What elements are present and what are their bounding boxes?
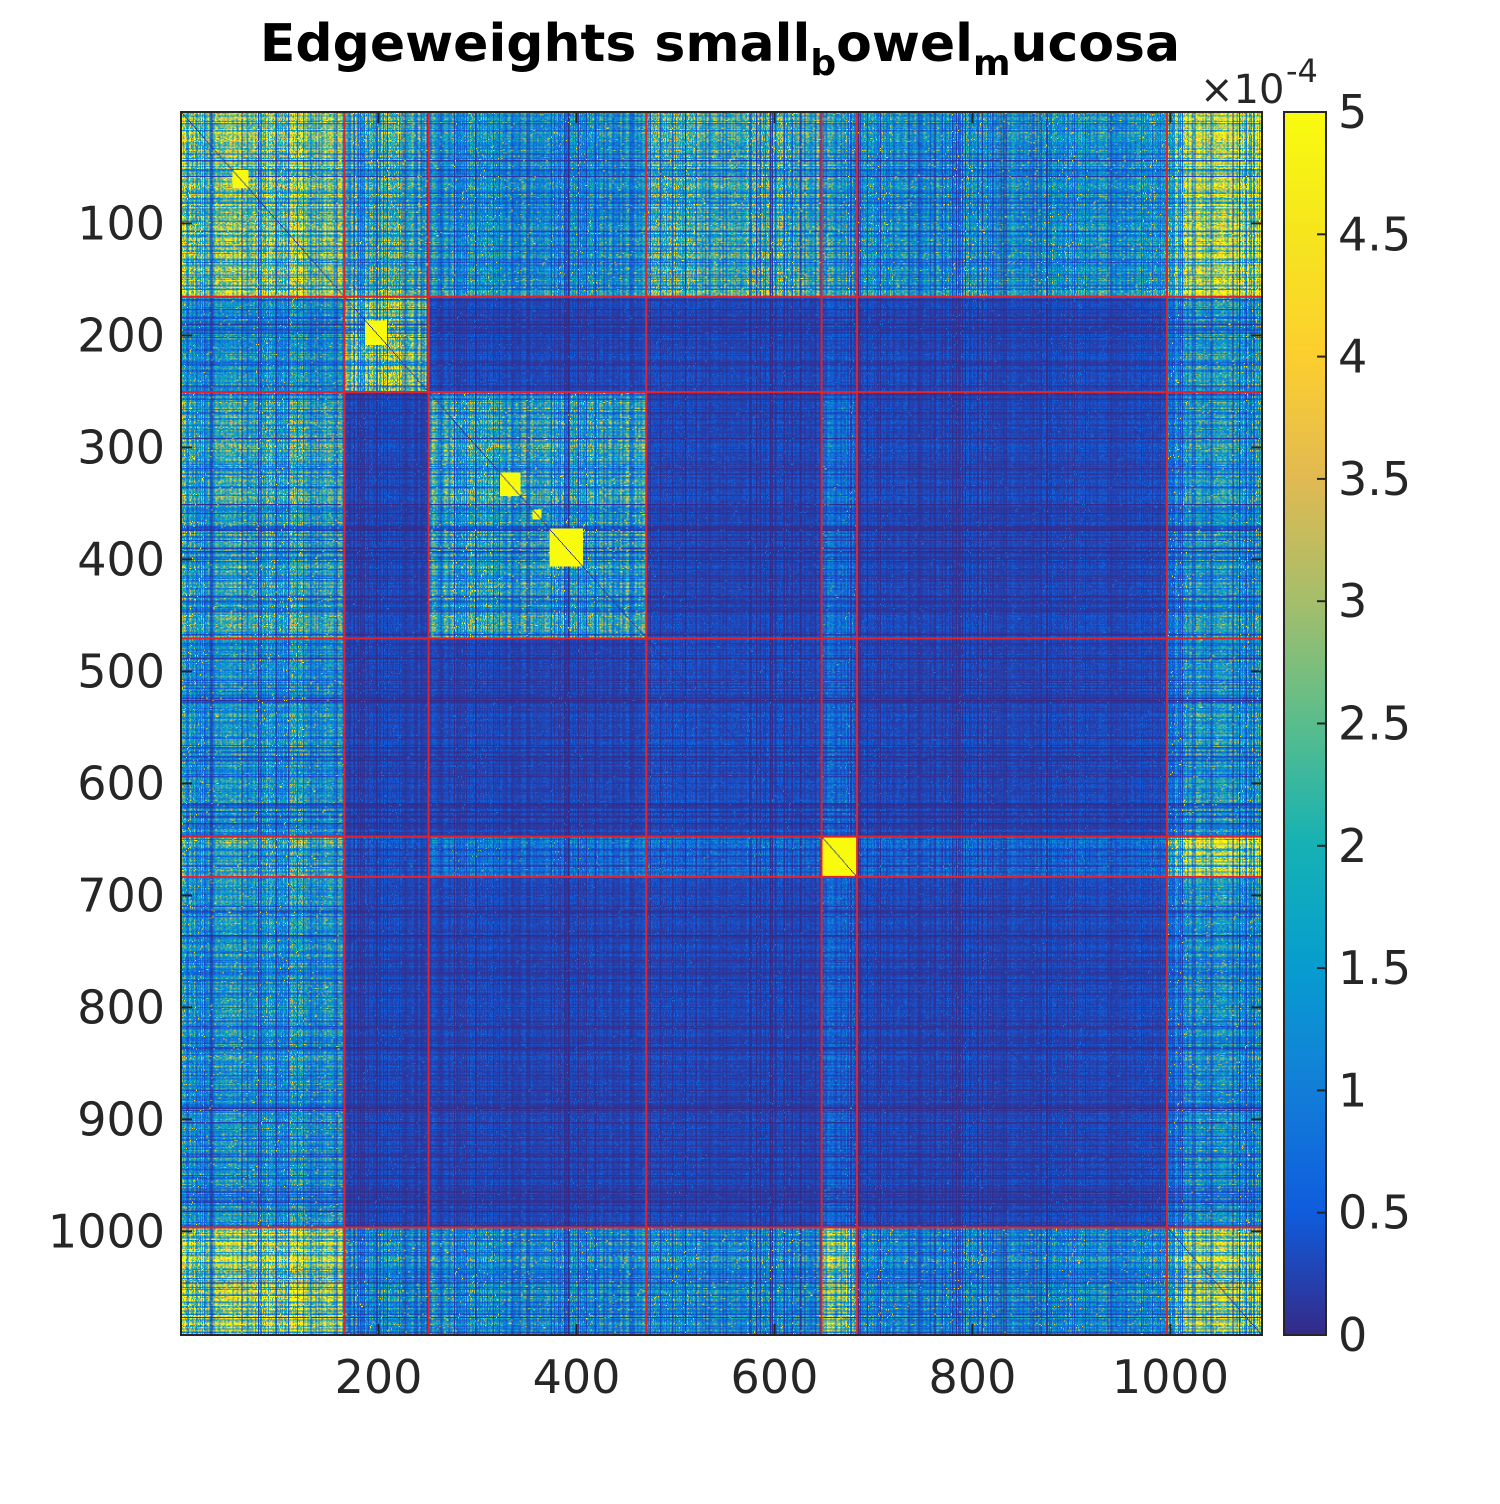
- title-text: Edgeweights small: [259, 14, 811, 74]
- colorbar-tick-label: 2.5: [1338, 697, 1411, 751]
- x-tick-label: 200: [335, 1350, 423, 1404]
- title-text: owel: [836, 14, 973, 74]
- y-tick-label: 400: [77, 532, 165, 586]
- colorbar: 0 0.5 1 1.5 2 2.5 3 3.5 4 4.5 5 ×10 -4: [1200, 52, 1411, 1362]
- title-subscript: m: [972, 43, 1011, 84]
- colorbar-tick-label: 4: [1338, 330, 1367, 384]
- y-tick-label: 700: [77, 868, 165, 922]
- colorbar-exponent-label: ×10: [1200, 67, 1284, 113]
- x-axis: 200 400 600 800 1000: [335, 112, 1229, 1404]
- y-tick-label: 500: [77, 644, 165, 698]
- y-tick-label: 800: [77, 980, 165, 1034]
- heatmap: [181, 112, 1262, 1335]
- x-tick-label: 600: [731, 1350, 819, 1404]
- colorbar-tick-label: 0.5: [1338, 1186, 1411, 1240]
- y-tick-label: 600: [77, 756, 165, 810]
- y-tick-label: 100: [77, 196, 165, 250]
- colorbar-tick-label: 1.5: [1338, 941, 1411, 995]
- colorbar-tick-label: 0: [1338, 1308, 1367, 1362]
- x-tick-label: 1000: [1112, 1350, 1229, 1404]
- title-text: ucosa: [1010, 14, 1181, 74]
- colorbar-tick-label: 4.5: [1338, 207, 1411, 261]
- y-tick-label: 1000: [48, 1204, 165, 1258]
- cluster-boundaries: [181, 112, 1262, 1335]
- x-tick-label: 400: [533, 1350, 621, 1404]
- colorbar-tick-label: 3.5: [1338, 452, 1411, 506]
- chart-title: Edgeweights smallbowelmucosa: [0, 14, 1440, 82]
- colorbar-tick-label: 2: [1338, 819, 1367, 873]
- colorbar-tick-label: 3: [1338, 574, 1367, 628]
- colorbar-tick-label: 5: [1338, 85, 1367, 139]
- title-subscript: b: [810, 43, 837, 84]
- y-axis: 100 200 300 400 500 600 700 800 900 1000: [48, 196, 1262, 1258]
- y-tick-label: 900: [77, 1092, 165, 1146]
- colorbar-exponent: -4: [1286, 52, 1318, 90]
- plot-frame: [180, 111, 1263, 1336]
- heatmap-image: [181, 112, 1262, 1335]
- colorbar-tick-label: 1: [1338, 1063, 1367, 1117]
- x-tick-label: 800: [929, 1350, 1017, 1404]
- y-tick-label: 300: [77, 420, 165, 474]
- y-tick-label: 200: [77, 308, 165, 362]
